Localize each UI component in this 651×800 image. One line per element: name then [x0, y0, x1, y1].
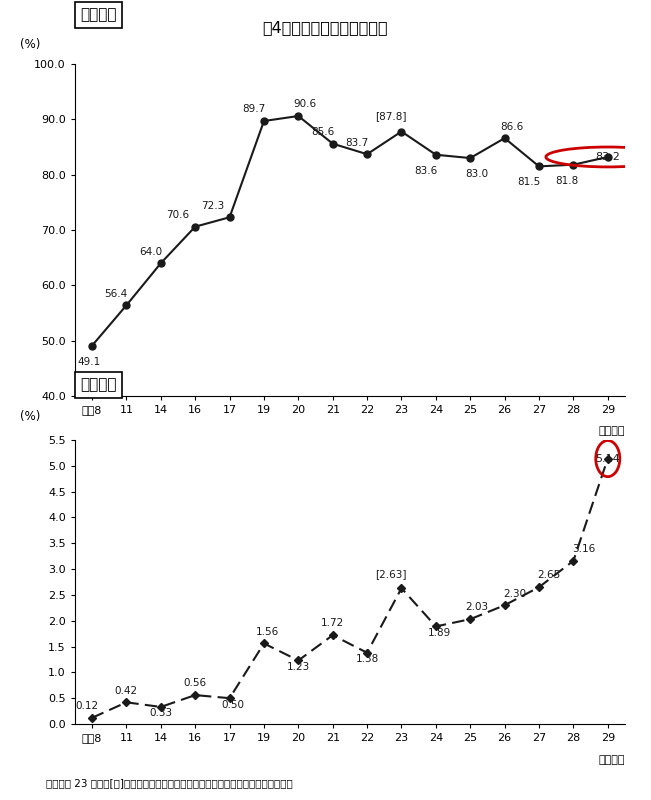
Text: 0.12: 0.12: [76, 701, 98, 711]
Text: 72.3: 72.3: [201, 201, 224, 210]
Text: 2.30: 2.30: [503, 589, 527, 598]
Text: 86.6: 86.6: [500, 122, 523, 131]
Text: 64.0: 64.0: [139, 246, 162, 257]
Text: 1.56: 1.56: [256, 626, 279, 637]
Text: 5.14: 5.14: [596, 454, 620, 463]
Text: 注：平成 23 年度の[　]内の割合は、岩手県、宮城県及び福島県を除く全国の結果。: 注：平成 23 年度の[ ]内の割合は、岩手県、宮城県及び福島県を除く全国の結果…: [46, 778, 292, 788]
Text: (%): (%): [20, 38, 40, 50]
Text: [87.8]: [87.8]: [376, 111, 407, 122]
Text: 81.5: 81.5: [517, 178, 540, 187]
Text: 70.6: 70.6: [167, 210, 189, 220]
Text: （年度）: （年度）: [598, 426, 625, 436]
Text: 2.65: 2.65: [538, 570, 561, 581]
Text: 83.7: 83.7: [345, 138, 368, 147]
Text: 3.16: 3.16: [572, 544, 595, 554]
Text: (%): (%): [20, 410, 40, 423]
Text: 0.50: 0.50: [221, 699, 245, 710]
Text: 90.6: 90.6: [294, 99, 317, 110]
Text: 89.7: 89.7: [242, 104, 265, 114]
Text: 83.0: 83.0: [465, 169, 489, 179]
Text: 0.42: 0.42: [115, 686, 138, 695]
Text: [2.63]: [2.63]: [376, 570, 407, 579]
Text: 0.56: 0.56: [184, 678, 207, 688]
Text: 83.6: 83.6: [414, 166, 437, 176]
Text: 1.72: 1.72: [321, 618, 344, 629]
Text: （年度）: （年度）: [598, 755, 625, 766]
Text: 83.2: 83.2: [595, 152, 620, 162]
Text: 1.38: 1.38: [355, 654, 379, 664]
Text: 81.8: 81.8: [555, 176, 578, 186]
Text: 85.6: 85.6: [311, 127, 334, 137]
Text: 49.1: 49.1: [77, 357, 100, 366]
Text: 56.4: 56.4: [105, 289, 128, 298]
Text: 0.33: 0.33: [149, 708, 173, 718]
Text: 2.03: 2.03: [465, 602, 489, 613]
Text: （女性）: （女性）: [80, 7, 117, 22]
Text: （男性）: （男性）: [80, 378, 117, 393]
Text: 1.23: 1.23: [286, 662, 310, 672]
Text: 1.89: 1.89: [428, 628, 451, 638]
Text: 図4　育児休業取得率の推移: 図4 育児休業取得率の推移: [263, 20, 388, 35]
